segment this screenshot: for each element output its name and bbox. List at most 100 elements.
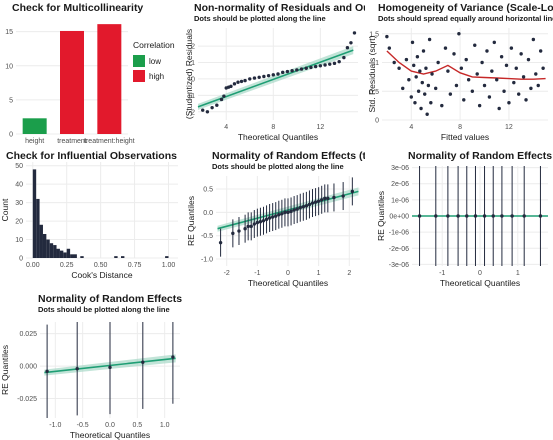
legend-label-low: low [149, 57, 161, 66]
legend-label-high: high [149, 72, 164, 81]
y-tick-label: 0.025 [19, 331, 37, 338]
legend-swatch-low [133, 55, 145, 67]
data-point [274, 214, 278, 218]
data-point [295, 207, 299, 211]
y-tick-label: 15 [5, 29, 13, 36]
data-point [304, 204, 309, 208]
y-tick-label: 0 [19, 256, 23, 263]
data-point [538, 214, 543, 218]
data-point [512, 80, 516, 85]
x-tick-label: -2 [224, 270, 230, 277]
data-point [491, 214, 495, 218]
data-point [280, 212, 284, 216]
data-point [248, 77, 252, 81]
data-point [397, 66, 401, 70]
data-point [531, 37, 536, 42]
data-point [417, 214, 422, 218]
data-point [419, 106, 423, 111]
y-tick-label: 1 [191, 60, 195, 67]
data-point [473, 214, 478, 218]
data-point [459, 66, 464, 70]
y-tick-label: 1 [375, 60, 379, 67]
data-point [436, 60, 440, 65]
histogram-bar [32, 169, 37, 258]
data-point [286, 210, 290, 215]
data-point [446, 214, 450, 218]
data-point [404, 57, 409, 62]
data-point [485, 49, 489, 53]
y-tick-label: -2 [189, 109, 195, 116]
loess-smooth-line [386, 50, 546, 80]
data-point [313, 64, 318, 69]
data-point [270, 215, 275, 219]
data-point [420, 80, 424, 85]
data-point [413, 101, 417, 105]
data-point [457, 32, 461, 36]
data-point [231, 231, 235, 236]
data-point [246, 224, 250, 229]
x-axis-label: Theoretical Quantiles [70, 430, 150, 440]
data-point [407, 78, 411, 82]
x-axis-label: Theoretical Quantiles [440, 278, 520, 288]
data-point [452, 52, 456, 56]
data-point [283, 210, 287, 215]
data-point [219, 97, 224, 102]
y-tick-label: 3e-06 [391, 165, 409, 172]
data-point [271, 73, 275, 77]
panel-scale-location: Homogeneity of Variance (Scale-Location)… [367, 2, 553, 142]
data-point [318, 64, 323, 68]
data-point [255, 220, 260, 225]
y-tick-label: -0.025 [17, 396, 37, 403]
data-point [492, 40, 496, 45]
data-point [295, 68, 299, 72]
data-point [232, 82, 237, 86]
x-tick-label: height [25, 138, 44, 145]
data-point [517, 92, 521, 96]
data-point [426, 83, 431, 88]
y-tick-label: -1e-06 [389, 230, 409, 237]
data-point [410, 40, 415, 45]
data-point [536, 83, 540, 88]
data-point [480, 60, 484, 65]
x-tick-label: treatment:height [84, 138, 135, 145]
legend-title: Correlation [133, 40, 175, 50]
data-point [462, 98, 466, 102]
data-point [464, 57, 468, 62]
data-point [171, 355, 175, 359]
data-point [326, 196, 330, 201]
histogram-bar [121, 256, 125, 258]
x-axis-label: Theoretical Quantiles [248, 278, 328, 288]
data-point [466, 78, 471, 82]
histogram-bar [66, 248, 71, 258]
y-tick-label: 2e-06 [391, 181, 409, 188]
y-axis-label: Count [0, 198, 10, 221]
legend-swatch-high [133, 70, 145, 82]
y-tick-label: 0.0 [203, 210, 213, 217]
data-point [304, 66, 308, 70]
data-point [502, 89, 506, 93]
data-point [427, 37, 432, 42]
data-point [267, 216, 272, 220]
y-tick-label: -2e-06 [389, 246, 409, 253]
data-point [470, 89, 475, 93]
y-tick-label: 0.5 [203, 187, 213, 194]
data-point [75, 367, 79, 371]
x-axis-label: Cook's Distance [71, 270, 132, 280]
data-point [210, 105, 214, 110]
data-point [521, 75, 526, 79]
data-point [538, 49, 543, 53]
data-point [266, 73, 271, 78]
y-tick-label: -1 [189, 93, 195, 100]
data-point [307, 202, 312, 207]
y-tick-label: 0.5 [369, 89, 379, 96]
bar-treatment [60, 30, 84, 134]
data-point [482, 214, 487, 218]
chart-subtitle: Dots should be plotted along the line [194, 14, 326, 23]
data-point [392, 60, 396, 65]
data-point [243, 226, 247, 231]
x-tick-label: 8 [458, 124, 462, 131]
data-point [276, 72, 280, 76]
data-point [526, 57, 531, 62]
data-point [281, 70, 285, 75]
data-point [229, 84, 233, 89]
